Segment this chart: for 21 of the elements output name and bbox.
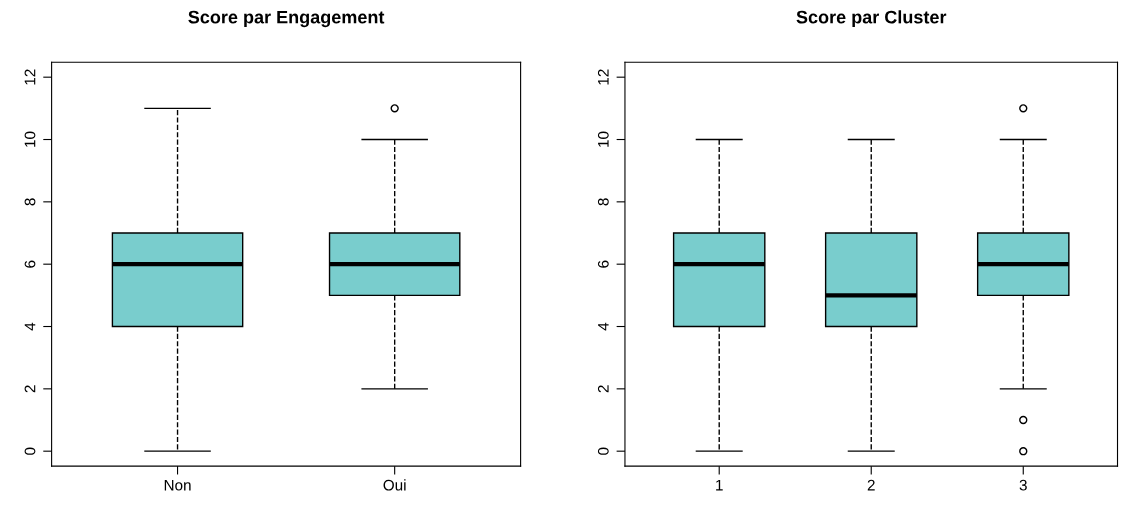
y-tick-label: 2 [24,385,36,393]
y-tick-label: 0 [24,447,36,455]
y-tick-label: 8 [24,198,36,206]
chart-title: Score par Engagement [188,10,385,28]
y-tick-label: 10 [24,131,36,147]
y-tick-label: 12 [597,69,609,85]
y-tick-label: 4 [598,322,609,331]
y-tick-label: 4 [24,322,36,331]
y-tick-label: 2 [597,385,609,393]
x-tick-label: Non [164,479,191,491]
x-tick-label: 1 [716,479,723,491]
y-tick-label: 10 [597,131,609,147]
x-tick-label: 2 [867,479,875,491]
y-tick-label: 6 [24,260,36,268]
x-tick-label: Oui [383,479,406,491]
y-tick-label: 6 [597,260,609,268]
y-tick-label: 0 [597,447,609,455]
y-tick-label: 12 [24,69,36,85]
chart-title: Score par Cluster [796,10,947,28]
y-tick-label: 8 [597,198,609,206]
x-tick-label: 3 [1019,479,1027,491]
